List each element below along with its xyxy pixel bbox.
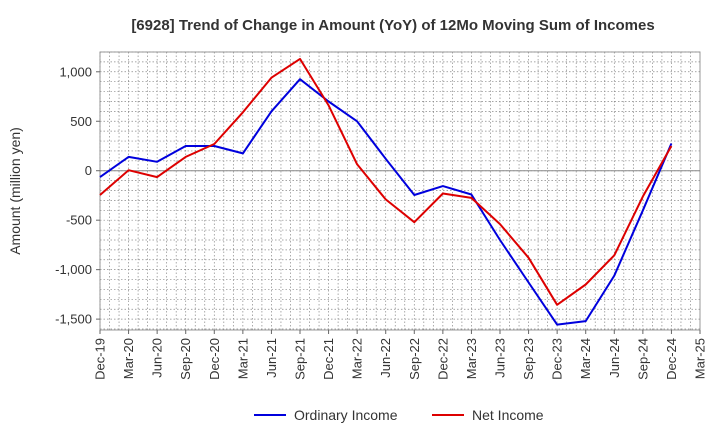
- series-line-net-income: [99, 57, 673, 306]
- y-tick-label: -500: [66, 213, 92, 228]
- y-axis-label: Amount (million yen): [7, 127, 23, 255]
- x-tick-label: Sep-22: [407, 338, 422, 380]
- x-tick-label: Mar-23: [464, 338, 479, 379]
- x-tick-label: Dec-23: [550, 338, 565, 380]
- grid-lines: [99, 51, 700, 330]
- x-tick-label: Jun-23: [493, 338, 508, 378]
- x-tick-label: Jun-21: [264, 338, 279, 378]
- y-tick-label: -1,000: [55, 262, 92, 277]
- legend-label: Net Income: [472, 407, 544, 423]
- x-tick-label: Sep-21: [293, 338, 308, 380]
- y-tick-label: 500: [70, 114, 92, 129]
- x-tick-label: Dec-24: [664, 338, 679, 380]
- series-line-ordinary-income: [99, 78, 673, 326]
- series-lines: [99, 57, 673, 326]
- legend: Ordinary Income Net Income: [254, 407, 544, 423]
- x-tick-label: Dec-19: [93, 338, 108, 380]
- x-tick-label: Mar-22: [350, 338, 365, 379]
- y-tick-label: -1,500: [55, 312, 92, 327]
- x-tick-label: Mar-24: [578, 338, 593, 379]
- legend-label: Ordinary Income: [294, 407, 398, 423]
- y-tick-label: 1,000: [59, 64, 92, 79]
- x-tick-label: Sep-20: [178, 338, 193, 380]
- x-tick-label: Dec-22: [435, 338, 450, 380]
- x-tick-label: Sep-24: [635, 338, 650, 380]
- x-tick-label: Mar-20: [121, 338, 136, 379]
- y-axis-ticks: -1,500 -1,000 -500 0 500 1,000: [55, 64, 100, 327]
- x-tick-label: Jun-22: [378, 338, 393, 378]
- x-tick-label: Dec-20: [207, 338, 222, 380]
- chart-title: [6928] Trend of Change in Amount (YoY) o…: [131, 17, 654, 34]
- x-axis-ticks: Dec-19 Mar-20 Jun-20 Sep-20 Dec-20 Mar-21 Jun-…: [93, 330, 708, 380]
- y-tick-label: 0: [85, 163, 92, 178]
- x-tick-label: Mar-21: [235, 338, 250, 379]
- x-tick-label: Sep-23: [521, 338, 536, 380]
- x-tick-label: Jun-24: [607, 338, 622, 378]
- x-tick-label: Mar-25: [693, 338, 708, 379]
- plot-area: [99, 51, 701, 331]
- x-tick-label: Jun-20: [150, 338, 165, 378]
- x-tick-label: Dec-21: [321, 338, 336, 380]
